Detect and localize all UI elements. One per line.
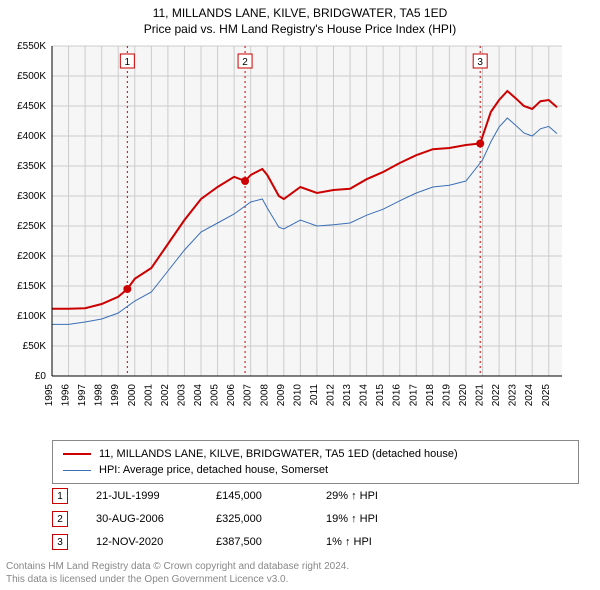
svg-text:2002: 2002 — [160, 384, 171, 407]
sale-row-3: 3 12-NOV-2020 £387,500 1% ↑ HPI — [52, 532, 557, 552]
svg-text:£250K: £250K — [17, 221, 46, 232]
svg-text:£350K: £350K — [17, 161, 46, 172]
svg-text:£200K: £200K — [17, 251, 46, 262]
legend-item-property: 11, MILLANDS LANE, KILVE, BRIDGWATER, TA… — [63, 446, 568, 462]
legend: 11, MILLANDS LANE, KILVE, BRIDGWATER, TA… — [52, 440, 579, 484]
svg-text:2016: 2016 — [392, 384, 403, 407]
svg-text:2010: 2010 — [292, 384, 303, 407]
svg-text:2007: 2007 — [243, 384, 254, 407]
price-chart: £0 £50K £100K £150K £200K £250K £300K £350K £400… — [0, 40, 588, 440]
svg-text:2015: 2015 — [375, 384, 386, 407]
sale-price: £325,000 — [216, 513, 326, 525]
svg-text:3: 3 — [477, 57, 483, 68]
sale-delta: 29% ↑ HPI — [326, 490, 436, 502]
svg-text:2021: 2021 — [475, 384, 486, 407]
sale-price: £145,000 — [216, 490, 326, 502]
sale-delta: 1% ↑ HPI — [326, 536, 436, 548]
legend-label: 11, MILLANDS LANE, KILVE, BRIDGWATER, TA… — [99, 448, 458, 460]
svg-text:2017: 2017 — [408, 384, 419, 407]
svg-text:2024: 2024 — [524, 384, 535, 407]
svg-text:2001: 2001 — [143, 384, 154, 407]
svg-text:1996: 1996 — [61, 384, 72, 407]
legend-label: HPI: Average price, detached house, Some… — [99, 464, 328, 476]
svg-text:2011: 2011 — [309, 384, 320, 406]
sale-date: 21-JUL-1999 — [96, 490, 216, 502]
svg-text:£450K: £450K — [17, 101, 46, 112]
sale-marker-2: 2 — [52, 511, 68, 527]
svg-text:2023: 2023 — [508, 384, 519, 407]
legend-swatch — [63, 453, 91, 455]
svg-text:2013: 2013 — [342, 384, 353, 407]
sale-delta: 19% ↑ HPI — [326, 513, 436, 525]
svg-text:2005: 2005 — [210, 384, 221, 407]
svg-text:1999: 1999 — [110, 384, 121, 407]
svg-text:£400K: £400K — [17, 131, 46, 142]
svg-text:£500K: £500K — [17, 71, 46, 82]
sale-price: £387,500 — [216, 536, 326, 548]
svg-text:2025: 2025 — [541, 384, 552, 407]
svg-text:2018: 2018 — [425, 384, 436, 407]
chart-title-line2: Price paid vs. HM Land Registry's House … — [0, 22, 600, 36]
svg-text:2006: 2006 — [226, 384, 237, 407]
sale-marker-3: 3 — [52, 534, 68, 550]
svg-text:£0: £0 — [35, 371, 47, 382]
svg-text:2009: 2009 — [276, 384, 287, 407]
svg-text:1997: 1997 — [77, 384, 88, 407]
svg-text:£100K: £100K — [17, 311, 46, 322]
svg-text:2019: 2019 — [441, 384, 452, 407]
footer-line1: Contains HM Land Registry data © Crown c… — [6, 560, 594, 573]
chart-title-line1: 11, MILLANDS LANE, KILVE, BRIDGWATER, TA… — [0, 6, 600, 20]
svg-text:2012: 2012 — [325, 384, 336, 407]
sale-date: 30-AUG-2006 — [96, 513, 216, 525]
svg-text:1995: 1995 — [44, 384, 55, 407]
svg-text:2020: 2020 — [458, 384, 469, 407]
svg-text:1: 1 — [125, 57, 131, 68]
svg-text:2008: 2008 — [259, 384, 270, 407]
svg-text:£300K: £300K — [17, 191, 46, 202]
sale-row-1: 1 21-JUL-1999 £145,000 29% ↑ HPI — [52, 486, 557, 506]
footer-line2: This data is licensed under the Open Gov… — [6, 573, 594, 586]
svg-text:1998: 1998 — [94, 384, 105, 407]
svg-text:2: 2 — [242, 57, 248, 68]
legend-item-hpi: HPI: Average price, detached house, Some… — [63, 462, 568, 478]
svg-text:2004: 2004 — [193, 384, 204, 407]
sale-marker-1: 1 — [52, 488, 68, 504]
svg-text:£550K: £550K — [17, 41, 46, 52]
svg-text:£50K: £50K — [23, 341, 47, 352]
svg-text:2003: 2003 — [176, 384, 187, 407]
sale-row-2: 2 30-AUG-2006 £325,000 19% ↑ HPI — [52, 509, 557, 529]
sale-date: 12-NOV-2020 — [96, 536, 216, 548]
legend-swatch — [63, 470, 91, 471]
svg-text:£150K: £150K — [17, 281, 46, 292]
svg-text:2014: 2014 — [359, 384, 370, 407]
footer-attribution: Contains HM Land Registry data © Crown c… — [6, 560, 594, 586]
svg-text:2000: 2000 — [127, 384, 138, 407]
svg-text:2022: 2022 — [491, 384, 502, 407]
